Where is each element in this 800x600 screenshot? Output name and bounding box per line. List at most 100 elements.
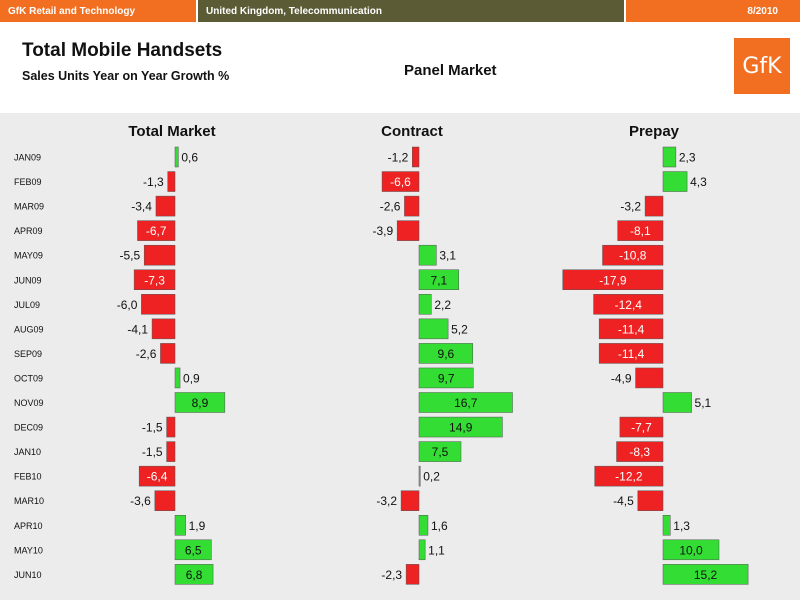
bar-contract-jul09	[418, 294, 432, 315]
value-label-prepay-jul09: -12,4	[615, 298, 643, 312]
bar-contract-feb10	[418, 465, 421, 487]
bar-total-market-jan10	[166, 441, 176, 462]
value-label-contract-feb10: 0,2	[423, 470, 440, 484]
value-label-total-market-may09: -5,5	[120, 249, 141, 263]
value-label-contract-jan10: 7,5	[432, 445, 449, 459]
category-label-apr10: APR10	[14, 521, 43, 531]
value-label-contract-jul09: 2,2	[434, 298, 451, 312]
bar-total-market-may10	[174, 539, 212, 561]
value-label-total-market-mar10: -3,6	[130, 494, 151, 508]
series-header-total-market: Total Market	[128, 123, 215, 140]
bar-prepay-feb09	[662, 171, 688, 192]
value-label-contract-apr10: 1,6	[431, 519, 448, 533]
bar-prepay-dec09	[619, 416, 664, 438]
bar-total-market-sep09	[160, 343, 176, 364]
bar-contract-jun09	[418, 269, 460, 290]
value-label-prepay-aug09: -11,4	[618, 322, 645, 336]
bar-contract-sep09	[418, 343, 474, 364]
bar-total-market-jun09	[133, 269, 176, 290]
value-label-prepay-may09: -10,8	[619, 249, 647, 263]
category-label-mar09: MAR09	[14, 202, 44, 212]
category-label-jan10: JAN10	[14, 447, 41, 457]
value-label-total-market-nov09: 8,9	[192, 396, 209, 410]
bar-total-market-apr09	[137, 220, 176, 241]
value-label-prepay-jun09: -17,9	[599, 273, 627, 287]
category-label-may10: MAY10	[14, 545, 43, 555]
bar-total-market-aug09	[151, 318, 176, 340]
value-label-total-market-feb10: -6,4	[147, 470, 168, 484]
category-label-may09: MAY09	[14, 251, 43, 261]
category-label-nov09: NOV09	[14, 398, 44, 408]
header-date: 8/2010	[626, 0, 800, 22]
category-label-feb10: FEB10	[14, 472, 42, 482]
bar-prepay-jun09	[562, 269, 664, 290]
value-label-prepay-apr10: 1,3	[673, 519, 690, 533]
value-label-prepay-jan10: -8,3	[629, 445, 650, 459]
category-label-jun09: JUN09	[14, 275, 42, 285]
bar-contract-jan10	[418, 441, 462, 462]
series-header-prepay: Prepay	[629, 123, 680, 140]
bar-total-market-jan09	[174, 146, 179, 168]
bar-prepay-nov09	[662, 392, 692, 413]
value-label-total-market-dec09: -1,5	[142, 421, 163, 435]
bar-contract-mar10	[400, 490, 420, 511]
value-label-total-market-apr09: -6,7	[146, 224, 167, 238]
bar-prepay-jun10	[662, 564, 749, 585]
bar-prepay-apr09	[617, 220, 664, 241]
bar-prepay-may10	[662, 539, 720, 561]
gfk-logo: GfK	[734, 38, 790, 94]
bar-contract-mar09	[404, 195, 420, 217]
bar-total-market-mar10	[154, 490, 176, 511]
category-label-dec09: DEC09	[14, 423, 43, 433]
category-label-feb09: FEB09	[14, 177, 42, 187]
value-label-prepay-may10: 10,0	[679, 543, 703, 557]
value-label-total-market-mar09: -3,4	[131, 200, 152, 214]
bar-contract-feb09	[381, 171, 420, 192]
value-label-total-market-may10: 6,5	[185, 543, 202, 557]
category-label-aug09: AUG09	[14, 324, 44, 334]
value-label-total-market-feb09: -1,3	[143, 175, 164, 189]
value-label-contract-may09: 3,1	[439, 249, 456, 263]
panel-label: Panel Market	[404, 62, 497, 79]
bar-contract-apr10	[418, 515, 429, 536]
bar-contract-aug09	[418, 318, 449, 340]
value-label-prepay-dec09: -7,7	[631, 421, 652, 435]
category-label-oct09: OCT09	[14, 373, 43, 383]
bar-prepay-mar09	[644, 195, 664, 217]
chart-area: Total Market Contract Prepay JAN09 FEB09 MAR0…	[0, 113, 800, 600]
bar-total-market-mar09	[155, 195, 176, 217]
value-label-prepay-feb10: -12,2	[615, 470, 643, 484]
value-label-total-market-jan09: 0,6	[181, 151, 198, 165]
bar-total-market-nov09	[174, 392, 226, 413]
category-label-apr09: APR09	[14, 226, 43, 236]
bar-total-market-apr10	[174, 515, 186, 536]
value-label-total-market-oct09: 0,9	[183, 371, 200, 385]
value-label-prepay-jun10: 15,2	[694, 568, 718, 582]
category-label-jul09: JUL09	[14, 300, 40, 310]
chart-title: Total Mobile Handsets	[22, 40, 223, 61]
bar-prepay-jan09	[662, 146, 677, 168]
bar-contract-may10	[418, 539, 426, 561]
bar-total-market-may09	[143, 244, 176, 266]
bar-total-market-oct09	[174, 367, 181, 389]
category-label-jan09: JAN09	[14, 153, 41, 163]
bar-total-market-feb10	[138, 465, 176, 487]
value-label-prepay-mar10: -4,5	[613, 494, 634, 508]
value-label-contract-nov09: 16,7	[454, 396, 478, 410]
bar-contract-jun10	[405, 564, 420, 585]
header-bar: GfK Retail and Technology United Kingdom…	[0, 0, 800, 22]
bar-total-market-dec09	[166, 416, 176, 438]
value-label-prepay-nov09: 5,1	[695, 396, 712, 410]
value-label-contract-may10: 1,1	[428, 543, 445, 557]
value-label-contract-oct09: 9,7	[438, 371, 455, 385]
bar-contract-nov09	[418, 392, 513, 413]
value-label-total-market-apr10: 1,9	[189, 519, 206, 533]
logo-text: GfK	[742, 53, 782, 79]
value-label-total-market-aug09: -4,1	[127, 322, 148, 336]
value-label-contract-sep09: 9,6	[438, 347, 455, 361]
value-label-prepay-apr09: -8,1	[630, 224, 651, 238]
bar-prepay-jan10	[616, 441, 664, 462]
value-label-prepay-oct09: -4,9	[611, 371, 632, 385]
bar-contract-apr09	[396, 220, 420, 241]
bar-prepay-feb10	[594, 465, 664, 487]
